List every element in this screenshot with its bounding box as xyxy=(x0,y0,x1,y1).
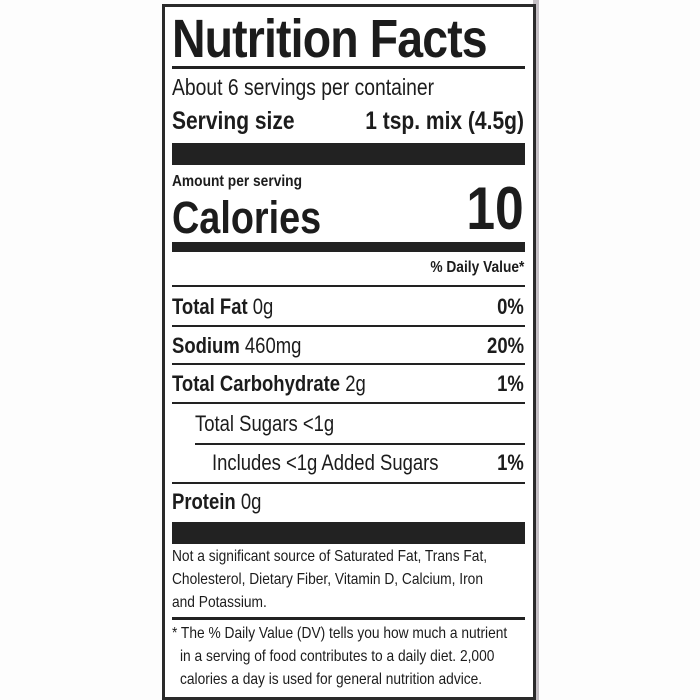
note-line: Not a significant source of Saturated Fa… xyxy=(172,548,488,565)
divider xyxy=(172,66,525,69)
nutrient-name: Total Carbohydrate xyxy=(172,371,341,396)
label-title: Nutrition Facts xyxy=(172,9,488,69)
note-line: and Potassium. xyxy=(172,594,267,611)
amount-per-serving: Amount per serving xyxy=(172,173,302,190)
nutrient-amount: 0g xyxy=(252,294,274,319)
nutrient-name: Total Fat xyxy=(172,294,248,319)
divider xyxy=(172,482,525,484)
calories-value: 10 xyxy=(466,175,524,242)
nutrient-name: Protein xyxy=(172,489,236,514)
divider xyxy=(172,285,525,287)
footnote-line: * The % Daily Value (DV) tells you how m… xyxy=(172,625,508,642)
footnote-line: in a serving of food contributes to a da… xyxy=(180,648,495,665)
serving-size-value: 1 tsp. mix (4.5g) xyxy=(365,107,524,135)
servings-per-container: About 6 servings per container xyxy=(172,74,435,100)
divider xyxy=(172,617,525,620)
footnote-line: calories a day is used for general nutri… xyxy=(180,671,483,688)
divider xyxy=(172,402,525,404)
calories-label: Calories xyxy=(172,192,322,243)
divider xyxy=(172,325,525,327)
package-edge xyxy=(533,0,539,700)
nutrient-dv: 20% xyxy=(487,333,524,358)
daily-value-header: % Daily Value* xyxy=(429,259,524,276)
divider xyxy=(172,363,525,365)
nutrient-dv: 1% xyxy=(497,450,524,475)
nutrient-amount: 0g xyxy=(240,489,262,514)
serving-size-label: Serving size xyxy=(172,107,295,135)
divider xyxy=(195,443,525,445)
nutrition-facts-label xyxy=(162,4,536,700)
nutrient-row-protein: Protein 0g xyxy=(172,489,261,515)
nutrient-dv: 0% xyxy=(497,294,524,319)
nutrient-dv: 1% xyxy=(497,371,524,396)
nutrient-name: Sodium xyxy=(172,333,240,358)
nutrient-amount: 2g xyxy=(345,371,366,396)
thick-divider xyxy=(172,143,525,165)
nutrient-row-total-sugars: Total Sugars <1g xyxy=(195,411,335,436)
medium-divider xyxy=(172,242,525,252)
thick-divider xyxy=(172,522,525,544)
nutrient-amount: 460mg xyxy=(244,333,302,358)
note-line: Cholesterol, Dietary Fiber, Vitamin D, C… xyxy=(172,571,483,588)
nutrient-name: Includes <1g Added Sugars xyxy=(212,450,439,475)
